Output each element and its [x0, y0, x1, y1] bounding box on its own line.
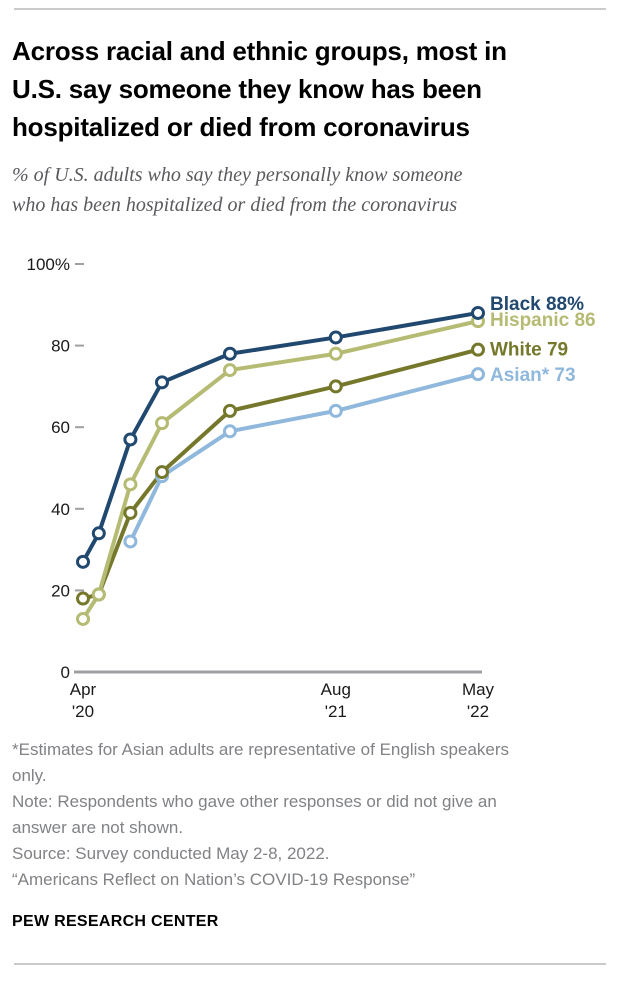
chart-title: Across racial and ethnic groups, most in… [12, 36, 507, 142]
data-point-hispanic [155, 416, 169, 431]
data-point-hispanic [123, 477, 138, 492]
series-line-black [81, 310, 480, 564]
data-point-black [222, 346, 237, 361]
line-chart: 0 20 40 60 80 100% Apr '20 Aug '21 May '22 Asian* 73… [27, 255, 596, 721]
footnote-report-title: “Americans Reflect on Nation’s COVID-19 … [12, 870, 416, 889]
x-axis-label: Aug [321, 680, 351, 699]
pew-research-center-wordmark: PEW RESEARCH CENTER [12, 913, 219, 930]
y-axis-label: 80 [51, 337, 70, 356]
chart-subtitle: % of U.S. adults who say they personally… [12, 164, 463, 216]
data-point-asian [123, 534, 138, 549]
x-axis-label: May [462, 680, 495, 699]
x-axis-label: '22 [467, 702, 489, 721]
x-axis-label: '20 [72, 702, 94, 721]
series-line-asian [128, 372, 480, 544]
data-point-asian [222, 424, 237, 439]
x-axis-label: Apr [70, 680, 97, 699]
data-point-white [328, 379, 343, 394]
data-point-white [155, 465, 169, 480]
data-point-hispanic [328, 346, 343, 361]
data-point-hispanic [76, 611, 90, 626]
data-point-hispanic [222, 363, 237, 378]
data-point-white [222, 403, 237, 418]
y-axis-label: 60 [51, 418, 70, 437]
series-end-label-hispanic: Hispanic 86 [490, 310, 596, 331]
data-point-asian [328, 403, 343, 418]
y-axis-label: 100% [27, 255, 70, 274]
series-end-label-asian: Asian* 73 [490, 365, 576, 386]
footnote-source: Source: Survey conducted May 2-8, 2022. [12, 844, 330, 863]
chart-card: Across racial and ethnic groups, most in… [0, 8, 620, 965]
data-point-black [76, 554, 90, 569]
top-divider [14, 8, 606, 10]
x-axis-label: '21 [325, 702, 347, 721]
footnote-asian-estimates: *Estimates for Asian adults are represen… [12, 740, 510, 785]
data-point-black [91, 526, 106, 541]
data-point-white [123, 505, 138, 520]
series-line-white [81, 347, 480, 601]
data-point-asian [471, 367, 485, 382]
data-point-black [471, 305, 485, 320]
series-end-label-white: White 79 [490, 340, 568, 361]
data-point-white [76, 591, 90, 606]
y-axis-label: 20 [51, 581, 70, 600]
data-point-black [123, 432, 138, 447]
data-point-black [328, 330, 343, 345]
y-axis-label: 40 [51, 500, 70, 519]
chart-footnotes: *Estimates for Asian adults are represen… [12, 737, 600, 893]
data-point-white [471, 342, 485, 357]
series-end-label-black: Black 88% [490, 294, 584, 315]
data-point-black [155, 375, 169, 390]
footnote-note: Note: Respondents who gave other respons… [12, 792, 497, 837]
data-point-hispanic [91, 587, 106, 602]
bottom-divider [14, 963, 606, 965]
y-axis-label: 0 [61, 663, 70, 682]
